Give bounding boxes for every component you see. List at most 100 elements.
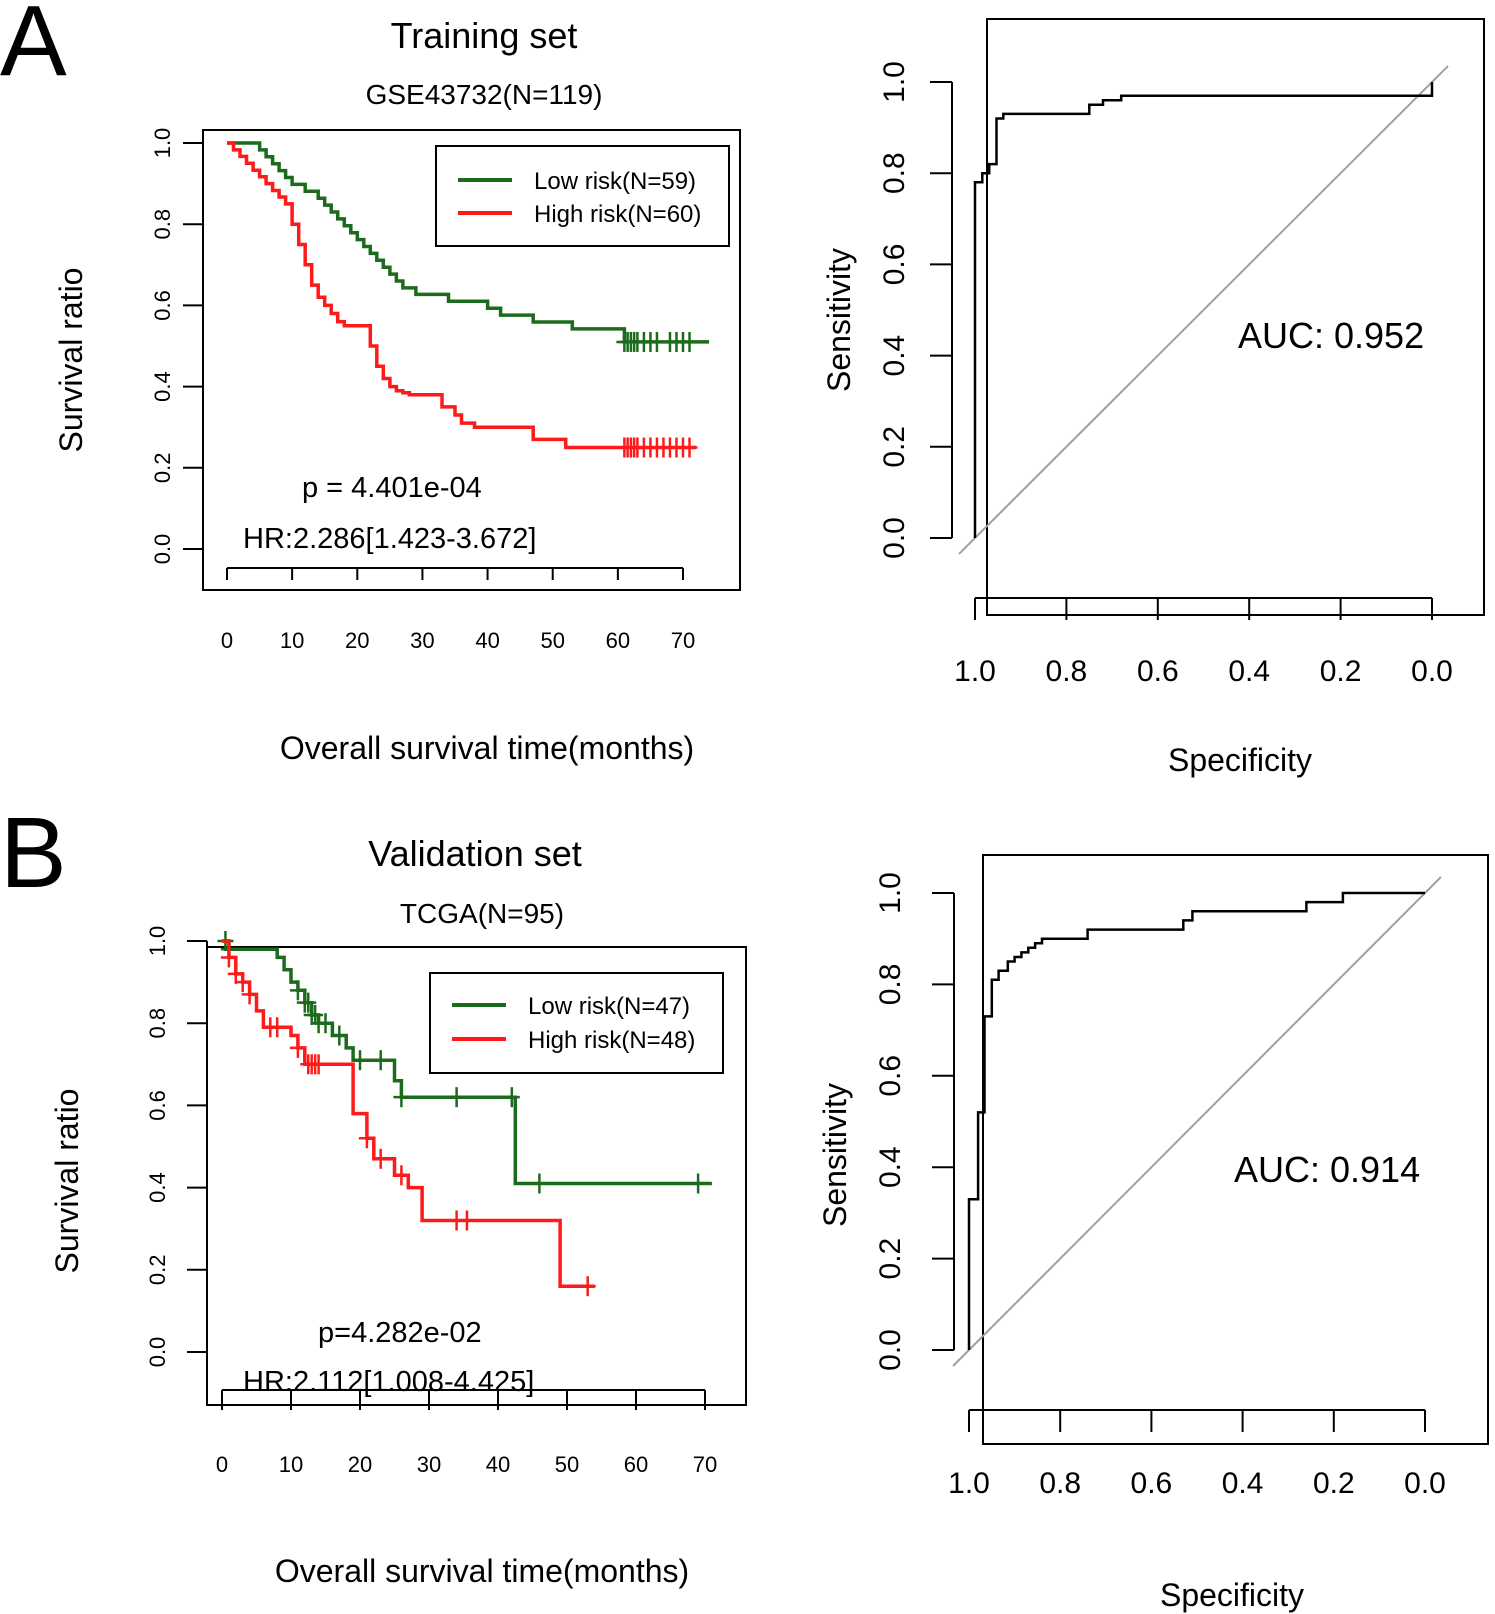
y-tick-label: 0.2 bbox=[874, 1238, 907, 1280]
roc-training-auc: AUC: 0.952 bbox=[1238, 315, 1424, 356]
x-tick-label: 0.4 bbox=[1222, 1467, 1264, 1500]
roc-validation-y-axis: 0.0 0.2 0.4 0.6 0.8 1.0 bbox=[874, 872, 955, 1371]
x-tick-label: 0.6 bbox=[1131, 1467, 1173, 1500]
km-validation-xlabel: Overall survival time(months) bbox=[275, 1553, 689, 1589]
x-tick-label: 70 bbox=[671, 628, 695, 653]
y-tick-label: 0.8 bbox=[145, 1008, 170, 1039]
x-tick-label: 0.4 bbox=[1228, 655, 1270, 688]
roc-training-frame bbox=[986, 18, 1485, 616]
y-tick-label: 0.0 bbox=[150, 534, 175, 565]
km-training-xlabel: Overall survival time(months) bbox=[280, 730, 694, 766]
km-training-ylabel: Survival ratio bbox=[53, 268, 89, 453]
km-validation-hazard-ratio: HR:2.112[1.008-4.425] bbox=[243, 1366, 534, 1398]
y-tick-label: 0.6 bbox=[878, 244, 911, 286]
km-training-y-axis: 0.0 0.2 0.4 0.6 0.8 1.0 bbox=[150, 128, 204, 565]
km-training-hazard-ratio: HR:2.286[1.423-3.672] bbox=[243, 523, 536, 555]
roc-training-ylabel: Sensitivity bbox=[821, 248, 857, 392]
x-tick-label: 0.2 bbox=[1313, 1467, 1355, 1500]
km-training-legend-low-label: Low risk(N=59) bbox=[534, 168, 696, 195]
reference-diagonal bbox=[952, 876, 1442, 1367]
km-training-legend-box bbox=[435, 145, 730, 247]
km-validation-ylabel: Survival ratio bbox=[49, 1089, 85, 1274]
y-tick-label: 0.4 bbox=[145, 1172, 170, 1203]
x-tick-label: 0.8 bbox=[1039, 1467, 1081, 1500]
km-training-x-axis: 0 10 20 30 40 50 60 70 bbox=[221, 567, 695, 653]
roc-curve bbox=[973, 82, 1434, 538]
y-tick-label: 0.0 bbox=[874, 1329, 907, 1371]
km-validation-legend-box bbox=[429, 972, 724, 1074]
roc-validation-xlabel: Specificity bbox=[1160, 1577, 1304, 1613]
km-training-p-value: p = 4.401e-04 bbox=[302, 472, 482, 504]
x-tick-label: 70 bbox=[693, 1452, 717, 1477]
reference-diagonal bbox=[958, 65, 1449, 555]
km-validation-legend-low-label: Low risk(N=47) bbox=[528, 993, 690, 1020]
x-tick-label: 0.0 bbox=[1411, 655, 1453, 688]
y-tick-label: 0.8 bbox=[150, 209, 175, 240]
roc-validation-frame bbox=[982, 854, 1489, 1445]
panel-letter-b: B bbox=[0, 797, 67, 909]
km-training-series bbox=[227, 141, 710, 458]
y-tick-label: 1.0 bbox=[145, 926, 170, 957]
km-validation-title: Validation set bbox=[368, 833, 581, 874]
x-tick-label: 0.2 bbox=[1320, 655, 1362, 688]
x-tick-label: 0.6 bbox=[1137, 655, 1179, 688]
roc-validation-x-axis: 1.0 0.8 0.6 0.4 0.2 0.0 bbox=[948, 1409, 1446, 1500]
x-tick-label: 0.0 bbox=[1404, 1467, 1446, 1500]
km-training-legend-high-label: High risk(N=60) bbox=[534, 201, 701, 228]
y-tick-label: 0.4 bbox=[874, 1146, 907, 1188]
y-tick-label: 0.0 bbox=[145, 1337, 170, 1368]
y-tick-label: 0.2 bbox=[145, 1255, 170, 1286]
low-risk-survival-curve bbox=[227, 141, 710, 344]
roc-validation-series bbox=[952, 876, 1442, 1367]
roc-validation-ylabel: Sensitivity bbox=[817, 1083, 853, 1227]
y-tick-label: 1.0 bbox=[878, 61, 911, 103]
km-validation-chart: Validation set TCGA(N=95) 0.00.20.40.60.… bbox=[49, 833, 747, 1589]
x-tick-label: 50 bbox=[540, 628, 564, 653]
x-tick-label: 60 bbox=[606, 628, 630, 653]
km-validation-p-value: p=4.282e-02 bbox=[318, 1317, 482, 1349]
panel-letter-a: A bbox=[0, 0, 67, 97]
y-tick-label: 0.4 bbox=[878, 335, 911, 377]
x-tick-label: 60 bbox=[624, 1452, 648, 1477]
km-validation-x-axis: 0 10 20 30 40 50 60 70 bbox=[216, 1389, 717, 1477]
y-tick-label: 0.8 bbox=[878, 152, 911, 194]
x-tick-label: 50 bbox=[555, 1452, 579, 1477]
y-tick-label: 0.8 bbox=[874, 964, 907, 1006]
y-tick-label: 0.0 bbox=[878, 517, 911, 559]
roc-curve bbox=[967, 891, 1425, 1350]
km-training-chart: Training set GSE43732(N=119) 0.00.20.40.… bbox=[53, 15, 741, 766]
x-tick-label: 0 bbox=[221, 628, 233, 653]
y-tick-label: 0.6 bbox=[145, 1090, 170, 1121]
km-training-legend: Low risk(N=59) High risk(N=60) bbox=[435, 145, 730, 247]
roc-validation-auc: AUC: 0.914 bbox=[1234, 1149, 1420, 1190]
y-tick-label: 0.6 bbox=[150, 290, 175, 321]
x-tick-label: 40 bbox=[486, 1452, 510, 1477]
x-tick-label: 20 bbox=[348, 1452, 372, 1477]
km-validation-subtitle: TCGA(N=95) bbox=[400, 898, 564, 929]
km-validation-y-axis: 0.0 0.2 0.4 0.6 0.8 1.0 bbox=[145, 926, 208, 1368]
x-tick-label: 1.0 bbox=[954, 655, 996, 688]
roc-training-y-axis: 0.0 0.2 0.4 0.6 0.8 1.0 bbox=[878, 61, 953, 559]
x-tick-label: 30 bbox=[417, 1452, 441, 1477]
roc-training-series bbox=[958, 65, 1449, 555]
km-training-title: Training set bbox=[391, 15, 578, 56]
y-tick-label: 0.2 bbox=[878, 426, 911, 468]
high-risk-survival-curve bbox=[227, 141, 696, 450]
y-tick-label: 1.0 bbox=[150, 128, 175, 159]
roc-training-x-axis: 1.0 0.8 0.6 0.4 0.2 0.0 bbox=[954, 597, 1453, 688]
x-tick-label: 20 bbox=[345, 628, 369, 653]
y-tick-label: 0.2 bbox=[150, 453, 175, 484]
km-validation-legend: Low risk(N=47) High risk(N=48) bbox=[429, 972, 724, 1074]
x-tick-label: 40 bbox=[475, 628, 499, 653]
km-validation-series bbox=[217, 931, 712, 1297]
x-tick-label: 0.8 bbox=[1046, 655, 1088, 688]
roc-validation-chart: 0.0 0.2 0.4 0.6 0.8 1.0 1.0 0.8 0.6 0.4 0.2 0.0 Se… bbox=[817, 854, 1489, 1613]
km-validation-legend-high-label: High risk(N=48) bbox=[528, 1027, 695, 1054]
x-tick-label: 0 bbox=[216, 1452, 228, 1477]
x-tick-label: 30 bbox=[410, 628, 434, 653]
y-tick-label: 1.0 bbox=[874, 872, 907, 914]
y-tick-label: 0.4 bbox=[150, 371, 175, 402]
x-tick-label: 10 bbox=[280, 628, 304, 653]
x-tick-label: 10 bbox=[279, 1452, 303, 1477]
